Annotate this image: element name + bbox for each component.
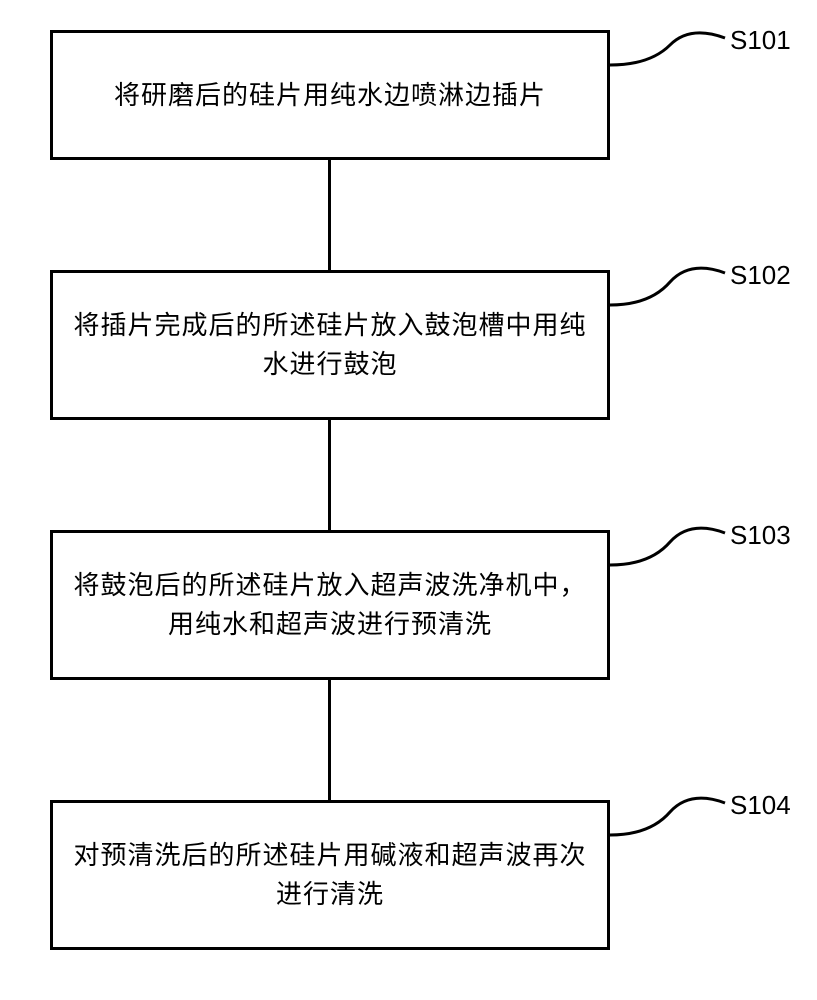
step-box-1: 将研磨后的硅片用纯水边喷淋边插片 xyxy=(50,30,610,160)
step-label-4: S104 xyxy=(730,790,791,821)
flowchart-container: 将研磨后的硅片用纯水边喷淋边插片 S101 将插片完成后的所述硅片放入鼓泡槽中用… xyxy=(0,0,817,1000)
step-text-2: 将插片完成后的所述硅片放入鼓泡槽中用纯水进行鼓泡 xyxy=(73,306,587,384)
step-text-3: 将鼓泡后的所述硅片放入超声波洗净机中，用纯水和超声波进行预清洗 xyxy=(73,566,587,644)
label-curve-4 xyxy=(610,790,730,845)
connector-1 xyxy=(328,160,331,270)
step-text-1: 将研磨后的硅片用纯水边喷淋边插片 xyxy=(114,76,546,115)
step-label-3: S103 xyxy=(730,520,791,551)
step-text-4: 对预清洗后的所述硅片用碱液和超声波再次进行清洗 xyxy=(73,836,587,914)
connector-3 xyxy=(328,680,331,800)
connector-2 xyxy=(328,420,331,530)
label-curve-3 xyxy=(610,520,730,575)
step-label-1: S101 xyxy=(730,25,791,56)
step-box-3: 将鼓泡后的所述硅片放入超声波洗净机中，用纯水和超声波进行预清洗 xyxy=(50,530,610,680)
step-box-4: 对预清洗后的所述硅片用碱液和超声波再次进行清洗 xyxy=(50,800,610,950)
step-box-2: 将插片完成后的所述硅片放入鼓泡槽中用纯水进行鼓泡 xyxy=(50,270,610,420)
label-curve-1 xyxy=(610,25,730,75)
label-curve-2 xyxy=(610,260,730,315)
step-label-2: S102 xyxy=(730,260,791,291)
